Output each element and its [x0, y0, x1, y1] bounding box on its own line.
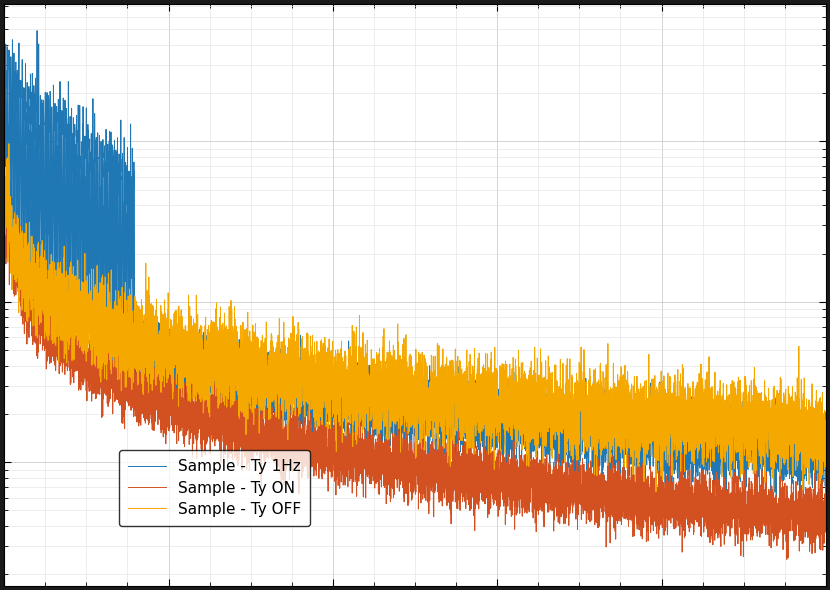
- Sample - Ty OFF: [0, 212, 10, 219]
- Sample - Ty 1Hz: [34, 183, 44, 191]
- Sample - Ty OFF: [3, 161, 13, 168]
- Sample - Ty 1Hz: [49, 288, 59, 295]
- Sample - Ty 1Hz: [402, 391, 412, 398]
- Sample - Ty ON: [161, 431, 171, 438]
- Sample - Ty OFF: [34, 267, 44, 274]
- Sample - Ty OFF: [778, 415, 788, 422]
- Sample - Ty OFF: [161, 335, 171, 342]
- Sample - Ty OFF: [49, 286, 59, 293]
- Sample - Ty OFF: [402, 368, 412, 375]
- Legend: Sample - Ty 1Hz, Sample - Ty ON, Sample - Ty OFF: Sample - Ty 1Hz, Sample - Ty ON, Sample …: [119, 450, 310, 526]
- Sample - Ty OFF: [821, 427, 830, 434]
- Line: Sample - Ty ON: Sample - Ty ON: [5, 183, 826, 559]
- Sample - Ty ON: [4, 217, 14, 224]
- Sample - Ty 1Hz: [795, 506, 805, 513]
- Sample - Ty ON: [0, 184, 10, 191]
- Sample - Ty ON: [2, 179, 12, 186]
- Sample - Ty 1Hz: [32, 27, 42, 34]
- Sample - Ty OFF: [4, 140, 14, 148]
- Sample - Ty ON: [778, 508, 788, 515]
- Sample - Ty ON: [402, 477, 412, 484]
- Sample - Ty OFF: [651, 489, 661, 496]
- Sample - Ty ON: [49, 330, 59, 337]
- Sample - Ty ON: [782, 556, 792, 563]
- Sample - Ty 1Hz: [161, 338, 171, 345]
- Sample - Ty 1Hz: [3, 132, 13, 139]
- Line: Sample - Ty 1Hz: Sample - Ty 1Hz: [5, 31, 826, 510]
- Line: Sample - Ty OFF: Sample - Ty OFF: [5, 144, 826, 492]
- Sample - Ty ON: [34, 318, 44, 325]
- Sample - Ty 1Hz: [0, 160, 10, 168]
- Sample - Ty 1Hz: [821, 435, 830, 442]
- Sample - Ty ON: [821, 469, 830, 476]
- Sample - Ty 1Hz: [778, 476, 788, 483]
